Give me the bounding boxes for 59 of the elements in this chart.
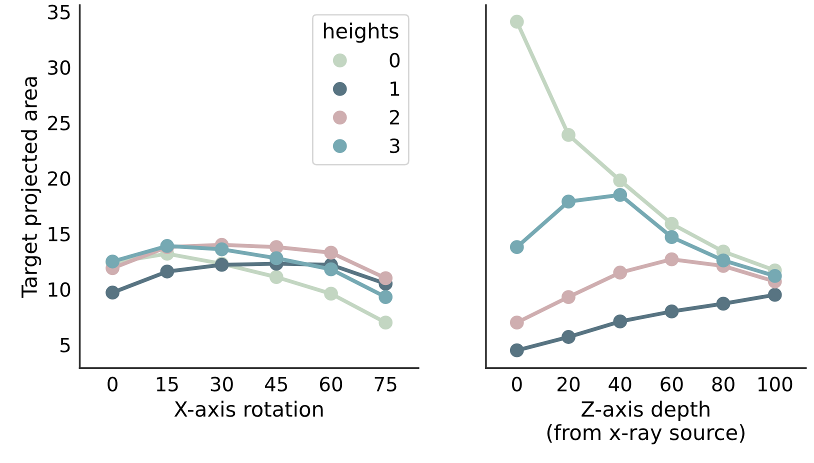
x-tick-label: 40 [608, 376, 632, 392]
point [378, 290, 393, 304]
point [562, 330, 576, 344]
point [664, 252, 679, 266]
y-tick-label: 30 [48, 60, 70, 75]
point [510, 14, 524, 29]
point [510, 343, 524, 358]
point [324, 286, 338, 301]
y-tick-label: 15 [48, 226, 70, 242]
x-tick-label: 60 [320, 376, 342, 392]
x-tick-label: 15 [156, 377, 178, 392]
x-tick-label: 30 [210, 376, 233, 392]
x-tick-label: 20 [558, 376, 580, 392]
x-tick-label: 80 [712, 376, 734, 392]
y-tick-label: 35 [48, 4, 70, 20]
legend-label: 3 [390, 138, 400, 154]
legend-label: 2 [390, 110, 399, 124]
legend-label: 1 [390, 82, 400, 96]
x-axis-title: X-axis rotation [174, 400, 323, 417]
point [613, 314, 628, 328]
point [269, 240, 284, 254]
x-tick-label: 0 [108, 376, 118, 392]
x-tick-label: 45 [264, 377, 288, 392]
x-tick-label: 60 [660, 376, 683, 392]
y-axis-title: Target projected area [20, 77, 42, 298]
point [160, 264, 174, 278]
point [768, 288, 782, 302]
x-tick-label: 75 [374, 377, 396, 392]
point [716, 253, 730, 268]
point [768, 269, 782, 283]
point [613, 174, 628, 188]
x-axis-title: Z-axis depth (from x-ray source) [547, 400, 744, 444]
y-tick-label: 5 [60, 338, 70, 352]
point [214, 242, 229, 256]
point [378, 271, 393, 286]
y-tick-label: 25 [48, 116, 70, 130]
y-tick-label: 20 [48, 171, 70, 186]
point [324, 246, 338, 260]
point [269, 270, 284, 284]
point [613, 188, 628, 202]
point [106, 286, 120, 300]
point [378, 316, 393, 330]
point [562, 128, 576, 142]
point [510, 240, 524, 254]
point [613, 266, 628, 280]
legend-title: heights [324, 22, 398, 43]
point [562, 194, 576, 209]
point [269, 251, 284, 266]
point [664, 230, 679, 244]
point [324, 262, 338, 276]
point [664, 304, 679, 318]
point [510, 316, 524, 330]
x-tick-label: 0 [512, 376, 522, 392]
y-tick-label: 10 [48, 282, 70, 297]
point [716, 296, 730, 311]
point [562, 290, 576, 304]
x-tick-label: 100 [758, 376, 792, 392]
point [664, 216, 679, 231]
legend-label: 0 [390, 52, 400, 68]
